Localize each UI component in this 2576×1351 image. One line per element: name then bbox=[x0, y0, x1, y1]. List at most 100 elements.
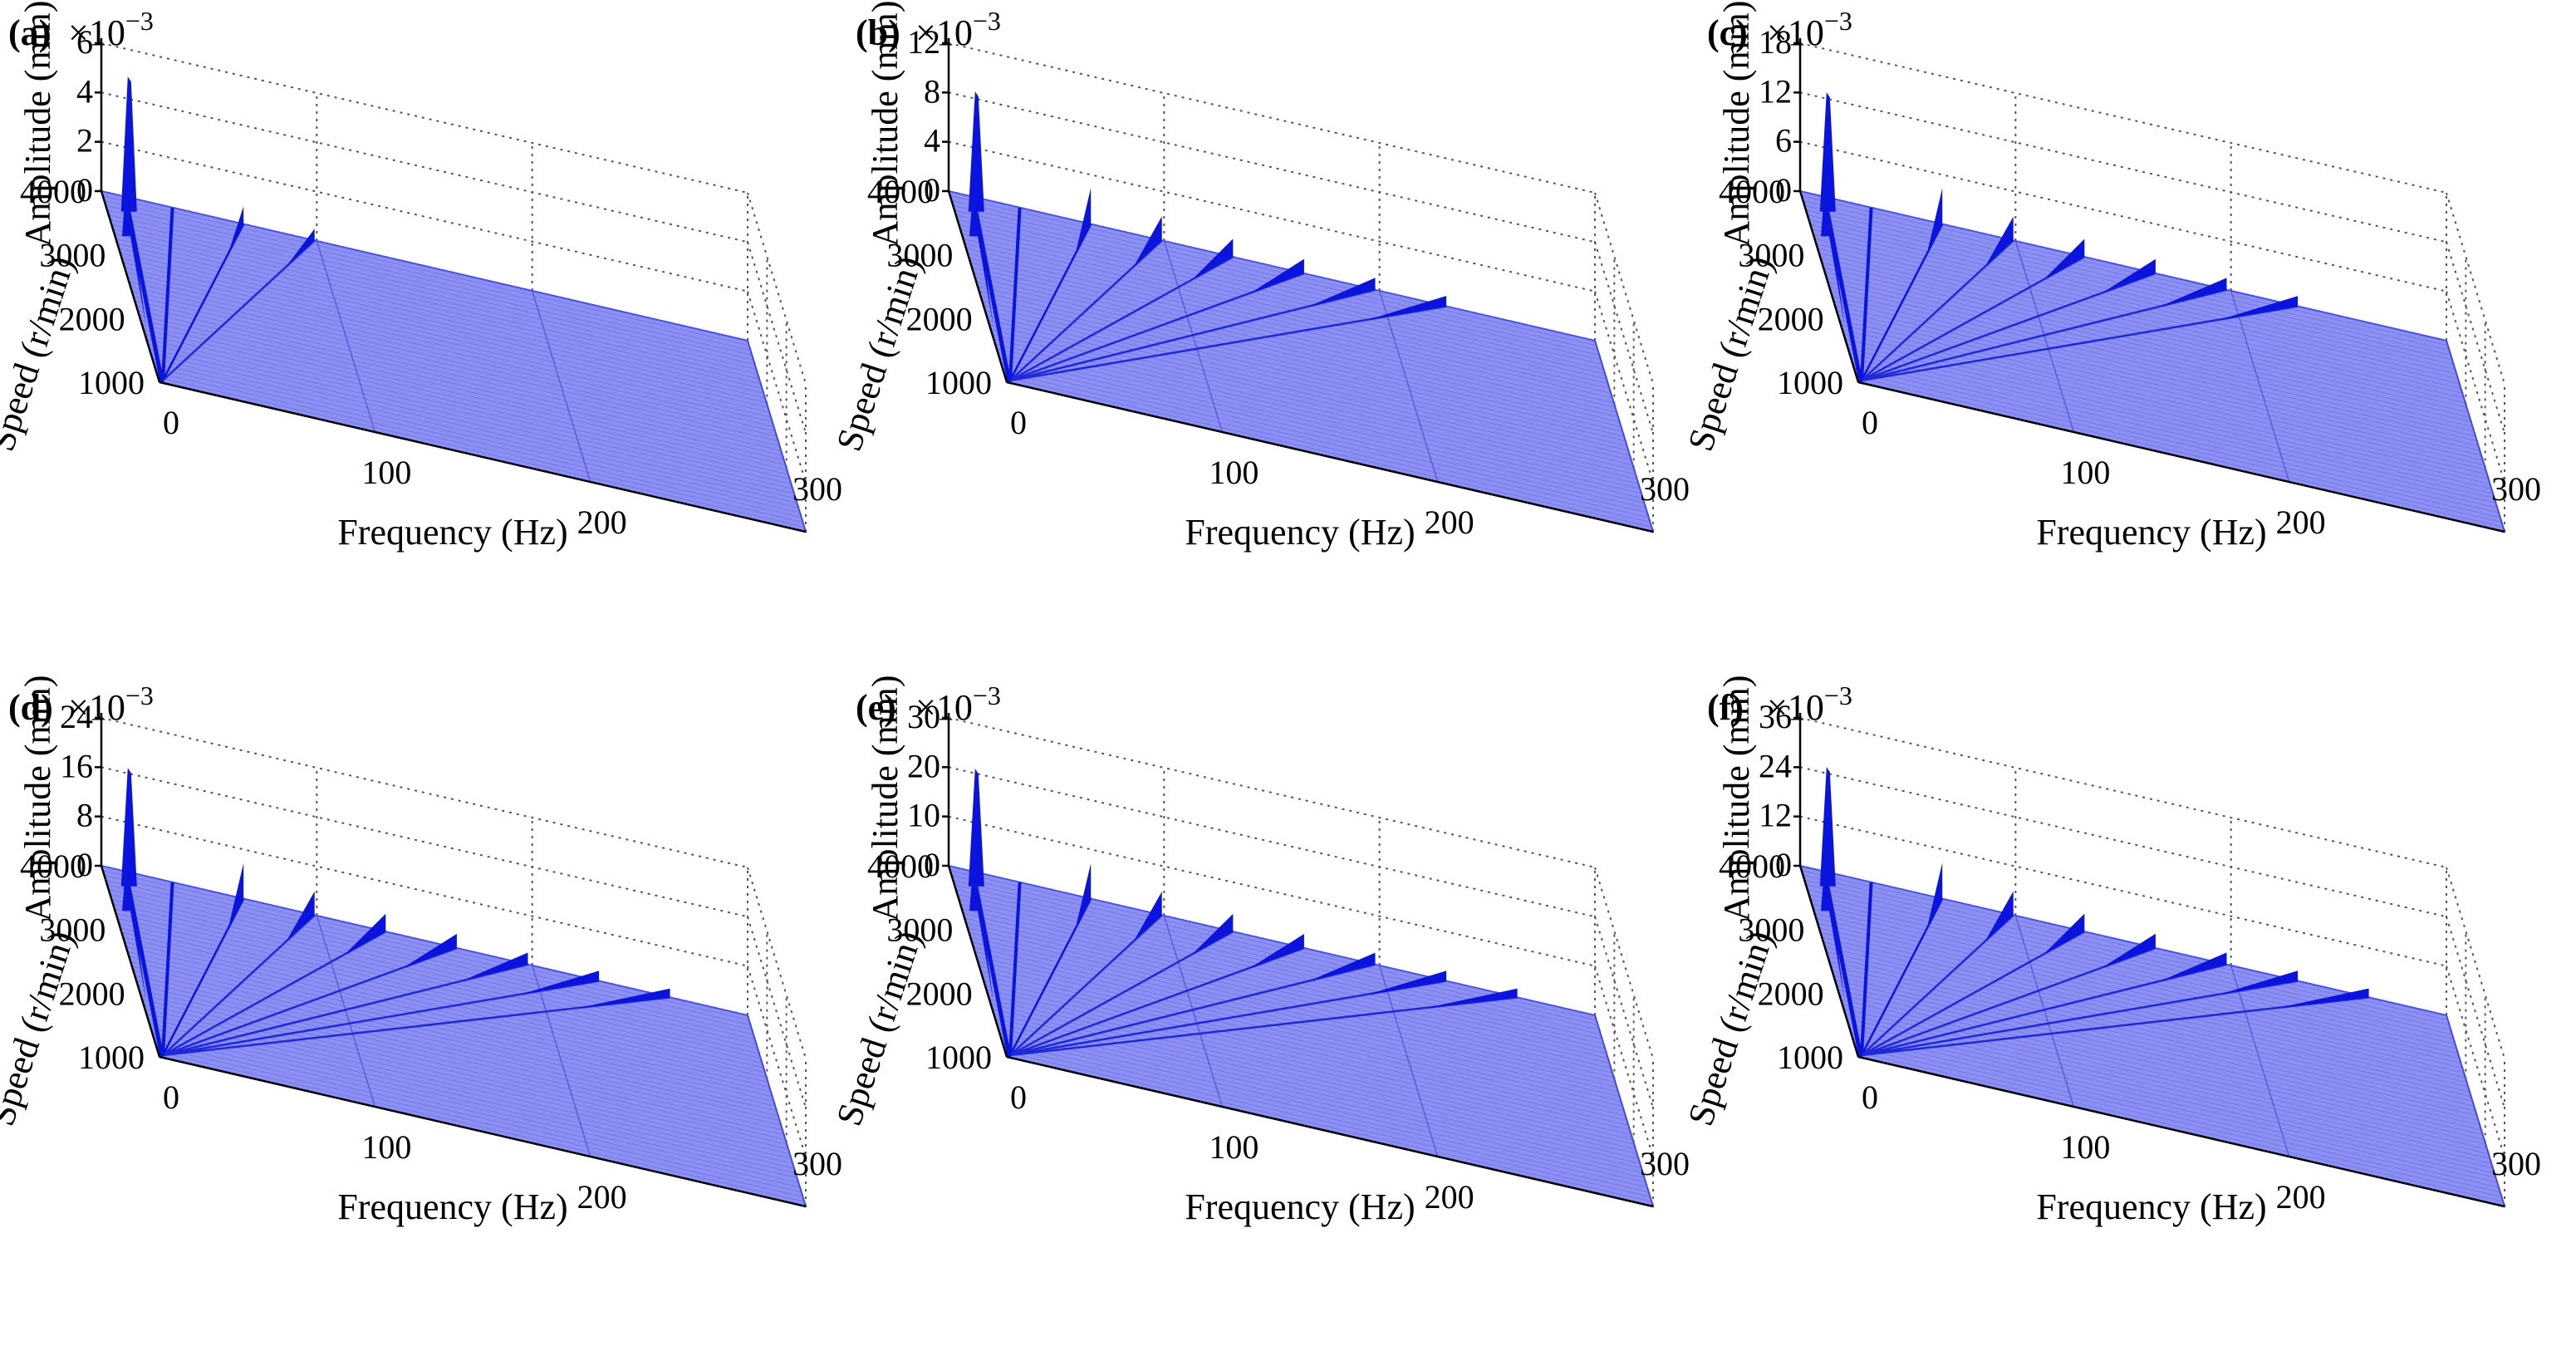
surface-mesh-line bbox=[983, 305, 1631, 456]
surface-mesh-line bbox=[1853, 1042, 2500, 1193]
order-1x-fill bbox=[1823, 881, 1845, 1001]
side-wall-gridline bbox=[1594, 192, 1654, 385]
surface-mesh-line bbox=[992, 334, 1639, 484]
speed-tick-label: 1000 bbox=[1777, 364, 1843, 401]
frequency-tick-label: 300 bbox=[792, 1145, 842, 1182]
speed-axis bbox=[947, 865, 1008, 1058]
surface-mesh-line bbox=[1830, 965, 2477, 1117]
surface-mesh-line bbox=[152, 1032, 799, 1183]
floor-gridline bbox=[2014, 915, 2075, 1108]
speed-axis bbox=[100, 190, 161, 383]
speed-tick-label: 1000 bbox=[78, 364, 145, 401]
order-1x-ridge bbox=[974, 211, 1012, 383]
order-ridge bbox=[345, 913, 386, 955]
speed-tick-label: 1000 bbox=[925, 1039, 992, 1076]
side-wall-gridline bbox=[2446, 867, 2505, 1059]
surface-mesh-line bbox=[155, 367, 802, 518]
speed-axis bbox=[100, 865, 161, 1058]
surface-mesh-line bbox=[986, 990, 1633, 1140]
surface-mesh-line bbox=[1807, 214, 2454, 366]
panel-label: (e) bbox=[856, 687, 896, 728]
z-tick-label: 0 bbox=[1775, 846, 1792, 883]
surface-mesh-line bbox=[1828, 956, 2475, 1107]
surface-mesh-line bbox=[1823, 267, 2471, 418]
surface-mesh-line bbox=[1849, 1028, 2496, 1178]
exponent-multiplier: ×10−3 bbox=[68, 6, 154, 53]
speed-axis bbox=[1798, 190, 1860, 383]
floor-gridline bbox=[2230, 290, 2290, 483]
frequency-axis-label: Frequency (Hz) bbox=[1185, 1186, 1415, 1227]
frequency-axis bbox=[1857, 381, 2505, 533]
surface-mesh-line bbox=[1826, 277, 2473, 427]
exponent-power: −3 bbox=[1824, 680, 1852, 710]
frequency-tick-label: 100 bbox=[361, 454, 411, 491]
surface-mesh-line bbox=[1855, 372, 2502, 523]
surface-mesh-line bbox=[1816, 243, 2463, 394]
frequency-axis-label: Frequency (Hz) bbox=[1185, 512, 1415, 553]
frequency-axis bbox=[159, 1055, 807, 1208]
order-line bbox=[1860, 207, 1873, 381]
frequency-tick-label: 200 bbox=[2276, 1178, 2326, 1216]
surface-mesh-line bbox=[1807, 889, 2454, 1040]
surface-mesh-line bbox=[1003, 1047, 1651, 1197]
speed-axis-label: Speed (r/min) bbox=[828, 251, 930, 455]
surface-mesh-line bbox=[149, 1023, 796, 1174]
order-ridge bbox=[1927, 862, 1943, 927]
surface-mesh-line bbox=[135, 975, 782, 1126]
surface-mesh-line bbox=[971, 267, 1619, 418]
surface-mesh-line bbox=[1847, 348, 2495, 499]
order-1x-fill bbox=[972, 881, 994, 1001]
exponent-base: ×10 bbox=[68, 687, 125, 728]
speed-tick-label: 2000 bbox=[1758, 300, 1824, 337]
z-axis-label: Amplitude (mm) bbox=[865, 1, 905, 248]
order-line bbox=[162, 931, 386, 1057]
frequency-tick-label: 200 bbox=[1425, 1178, 1474, 1216]
surface-mesh-line bbox=[1805, 884, 2453, 1035]
surface-mesh-line bbox=[1824, 272, 2471, 423]
surface-mesh-line bbox=[1839, 994, 2486, 1145]
back-wall-gridline bbox=[1799, 717, 2447, 868]
surface-mesh-line bbox=[949, 195, 1597, 346]
z-tick-label: 0 bbox=[924, 846, 940, 883]
surface-mesh-line bbox=[135, 980, 783, 1131]
surface-mesh-line bbox=[964, 917, 1612, 1069]
surface-mesh-line bbox=[1002, 367, 1649, 518]
frequency-tick-label: 100 bbox=[1209, 454, 1259, 491]
surface-mesh-line bbox=[139, 990, 786, 1140]
surface-mesh-line bbox=[106, 884, 754, 1035]
order-1x-ridge bbox=[126, 886, 164, 1058]
frequency-tick-label: 0 bbox=[163, 1078, 179, 1116]
surface-mesh-line bbox=[974, 277, 1622, 427]
floor-gridline bbox=[1163, 915, 1224, 1108]
surface-mesh-line bbox=[1830, 291, 2477, 442]
speed-tick-label: 3000 bbox=[886, 237, 953, 274]
surface-mesh-line bbox=[1852, 362, 2500, 513]
z-tick-label: 0 bbox=[924, 171, 940, 209]
surface-mesh-line bbox=[127, 277, 774, 427]
side-wall-gridline bbox=[2446, 291, 2505, 483]
side-wall-gridline bbox=[747, 916, 807, 1108]
speed-axis-label: Speed (r/min) bbox=[0, 926, 82, 1130]
side-wall-gridline bbox=[1594, 291, 1654, 483]
main-peak bbox=[120, 768, 137, 887]
order-ridge bbox=[1192, 913, 1234, 955]
speed-tick-label: 3000 bbox=[39, 237, 105, 274]
surface-mesh-line bbox=[108, 889, 755, 1040]
surface-mesh-line bbox=[996, 348, 1643, 499]
surface-mesh-line bbox=[971, 941, 1619, 1093]
surface-mesh-line bbox=[1000, 362, 1648, 513]
surface-mesh-line bbox=[141, 324, 789, 475]
floor-gridline bbox=[531, 965, 591, 1157]
surface-mesh-line bbox=[104, 200, 751, 351]
speed-tick-label: 4000 bbox=[20, 173, 86, 210]
order-line bbox=[162, 239, 316, 381]
frequency-tick-label: 300 bbox=[792, 470, 842, 508]
order-ridge bbox=[2160, 952, 2227, 981]
floor-gridline bbox=[2446, 1014, 2505, 1207]
surface-mesh-line bbox=[120, 927, 767, 1078]
main-peak bbox=[120, 76, 137, 212]
surface-mesh-line bbox=[1811, 903, 2459, 1054]
surface-mesh-line bbox=[112, 903, 760, 1054]
order-line bbox=[161, 898, 245, 1056]
